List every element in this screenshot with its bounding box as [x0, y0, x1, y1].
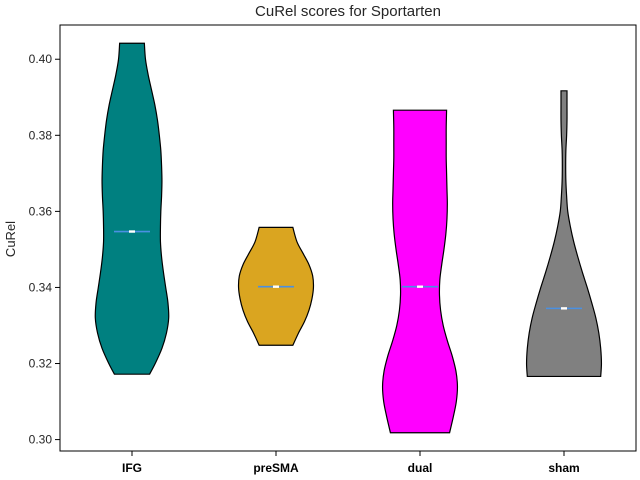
y-tick-label: 0.34	[29, 280, 53, 294]
violin-IFG	[94, 42, 170, 375]
x-tick-label-sham: sham	[548, 461, 579, 475]
chart-title: CuRel scores for Sportarten	[255, 3, 441, 20]
y-tick-label: 0.40	[29, 52, 53, 66]
y-axis-label: CuRel	[3, 221, 18, 257]
x-tick-label-IFG: IFG	[122, 461, 142, 475]
plot-frame	[59, 24, 637, 452]
y-tick-label: 0.36	[29, 204, 53, 218]
violin-dual	[381, 109, 459, 434]
violin-sham	[525, 90, 603, 378]
x-axis-ticks: IFG preSMA dual sham	[122, 451, 580, 475]
median-marker-dual	[417, 285, 423, 288]
x-tick-label-dual: dual	[408, 461, 433, 475]
y-axis-ticks: 0.30 0.32 0.34 0.36 0.38 0.40	[29, 52, 60, 447]
y-tick-label: 0.30	[29, 433, 53, 447]
median-marker-preSMA	[273, 285, 279, 288]
x-tick-label-preSMA: preSMA	[253, 461, 299, 475]
plot-area	[94, 42, 603, 434]
y-tick-label: 0.32	[29, 357, 53, 371]
y-tick-label: 0.38	[29, 128, 53, 142]
median-marker-sham	[561, 307, 567, 310]
median-marker-IFG	[129, 230, 135, 233]
